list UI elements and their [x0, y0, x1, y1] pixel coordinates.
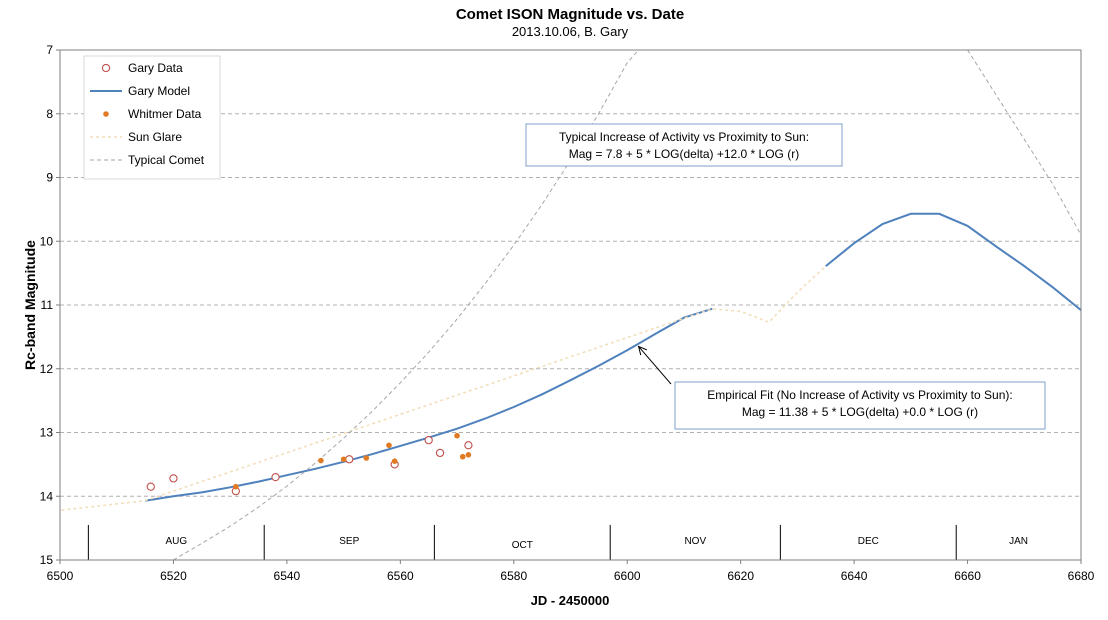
annotation-arrow-line [638, 346, 672, 385]
legend-item: Typical Comet [90, 153, 205, 167]
annotation-line: Empirical Fit (No Increase of Activity v… [707, 388, 1012, 402]
annotations: Typical Increase of Activity vs Proximit… [525, 123, 1046, 430]
y-tick-label: 11 [41, 298, 54, 312]
annotation-line: Mag = 7.8 + 5 * LOG(delta) +12.0 * LOG (… [569, 147, 799, 161]
legend-marker-open-circle [101, 63, 111, 73]
data-point [271, 472, 280, 482]
series-line-5 [173, 50, 639, 560]
legend: Gary Data Gary Model Whitmer Data Sun Glare… [83, 55, 221, 180]
annotation-box [525, 123, 843, 167]
series-line-6 [967, 50, 1081, 236]
x-tick-label: 6620 [727, 569, 754, 583]
y-tick-label: 13 [40, 426, 54, 440]
chart-title: Comet ISON Magnitude vs. Date [456, 6, 684, 23]
annotation-typical: Typical Increase of Activity vs Proximit… [525, 123, 843, 167]
x-tick-label: 6660 [954, 569, 981, 583]
y-tick-label: 10 [40, 234, 54, 248]
annotation-empirical: Empirical Fit (No Increase of Activity v… [637, 345, 1046, 430]
month-label: AUG [165, 536, 187, 547]
data-point [386, 442, 392, 449]
y-tick-label: 15 [40, 553, 54, 567]
annotation-line: Typical Increase of Activity vs Proximit… [559, 130, 809, 144]
legend-label: Gary Model [128, 84, 190, 98]
x-tick-label: 6540 [274, 569, 301, 583]
data-point [318, 457, 324, 464]
legend-label: Sun Glare [128, 130, 182, 144]
y-tick-label: 14 [40, 489, 54, 503]
x-tick-label: 6640 [841, 569, 868, 583]
y-axis-label: Rc-band Magnitude [22, 240, 38, 370]
legend-item: Gary Model [90, 84, 190, 98]
legend-item: Sun Glare [90, 130, 182, 144]
legend-label: Gary Data [128, 61, 183, 75]
legend-marker-filled-circle [103, 111, 109, 117]
data-point [345, 455, 354, 464]
annotation-arrow-head [637, 345, 648, 356]
legend-label: Typical Comet [128, 153, 205, 167]
y-tick-label: 7 [46, 43, 53, 57]
x-tick-label: 6580 [500, 569, 527, 583]
x-tick-label: 6680 [1068, 569, 1095, 583]
legend-label: Whitmer Data [128, 107, 202, 121]
month-bands: AUG SEP OCT NOV DEC JAN [87, 524, 1082, 560]
data-point [169, 474, 178, 483]
data-point [391, 458, 398, 464]
x-axis-label: JD - 2450000 [531, 593, 610, 608]
data-point [363, 455, 370, 461]
legend-box [83, 55, 221, 180]
series-line-2 [825, 212, 1081, 311]
series-line-4 [60, 265, 827, 512]
month-label: OCT [512, 540, 533, 551]
month-label: JAN [1009, 536, 1028, 547]
axes: 7 8 9 10 11 12 13 14 15 6500 6520 6540 6560 6580 6600 6… [40, 43, 1095, 583]
gridlines [60, 113, 1081, 497]
annotation-box [674, 381, 1046, 430]
x-tick-label: 6520 [160, 569, 187, 583]
data-point [465, 452, 472, 458]
data-point [424, 435, 433, 445]
data-point [146, 482, 155, 491]
legend-item: Gary Data [101, 61, 183, 75]
annotation-line: Mag = 11.38 + 5 * LOG(delta) +0.0 * LOG … [742, 405, 978, 419]
y-tick-label: 12 [40, 362, 54, 376]
data-point [454, 432, 460, 439]
month-label: SEP [339, 536, 359, 547]
data-point [459, 453, 466, 460]
y-tick-label: 9 [46, 171, 53, 185]
data-point [340, 456, 347, 463]
month-label: DEC [858, 536, 879, 547]
data-point [435, 448, 445, 458]
chart-subtitle: 2013.10.06, B. Gary [512, 24, 629, 39]
plot-series [60, 50, 1081, 560]
legend-item: Whitmer Data [103, 107, 202, 121]
y-tick-label: 8 [46, 107, 53, 121]
x-tick-label: 6560 [387, 569, 414, 583]
x-tick-label: 6500 [47, 569, 74, 583]
month-label: NOV [684, 536, 706, 547]
x-tick-label: 6600 [614, 569, 641, 583]
data-point [233, 483, 239, 490]
data-point [464, 441, 473, 450]
